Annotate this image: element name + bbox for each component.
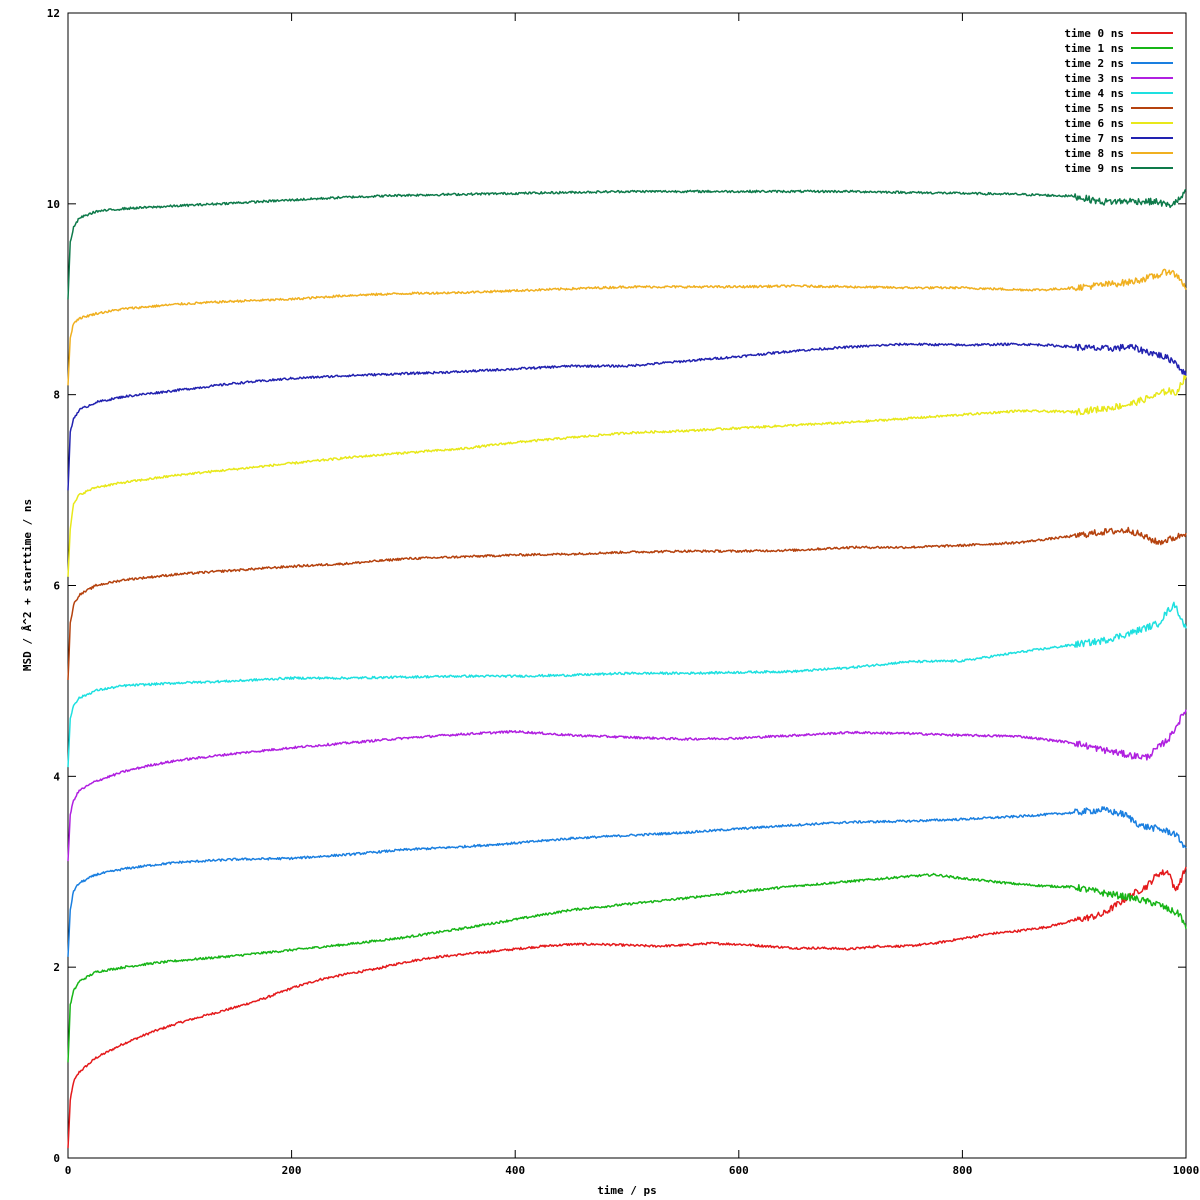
series-line-8 — [67, 268, 1187, 386]
y-axis-label: MSD / Å^2 + starttime / ns — [21, 499, 34, 671]
legend-label: time 9 ns — [1064, 162, 1124, 175]
y-tick-label: 0 — [53, 1152, 60, 1165]
legend-label: time 3 ns — [1064, 72, 1124, 85]
x-tick-label: 0 — [65, 1164, 72, 1177]
x-tick-label: 1000 — [1173, 1164, 1200, 1177]
series-line-2 — [67, 806, 1187, 957]
x-tick-label: 600 — [729, 1164, 749, 1177]
legend-label: time 7 ns — [1064, 132, 1124, 145]
x-tick-label: 200 — [282, 1164, 302, 1177]
tick-labels: 0 200 400 600 800 1000 0 2 4 6 8 10 12 — [47, 7, 1200, 1177]
series-line-3 — [67, 709, 1187, 862]
axis-ticks — [67, 12, 1187, 1159]
legend-label: time 6 ns — [1064, 117, 1124, 130]
y-tick-label: 10 — [47, 198, 60, 211]
series-line-6 — [67, 374, 1187, 577]
legend-label: time 8 ns — [1064, 147, 1124, 160]
legend: time 0 ns time 1 ns time 2 ns time 3 ns time… — [1064, 27, 1173, 175]
legend-label: time 4 ns — [1064, 87, 1124, 100]
series-line-9 — [67, 188, 1187, 300]
series-lines — [67, 188, 1187, 1149]
y-tick-label: 4 — [53, 770, 60, 783]
y-tick-label: 8 — [53, 389, 60, 402]
legend-label: time 1 ns — [1064, 42, 1124, 55]
legend-label: time 5 ns — [1064, 102, 1124, 115]
series-line-0 — [67, 866, 1187, 1149]
x-axis-label: time / ps — [597, 1184, 657, 1197]
y-tick-label: 2 — [53, 961, 60, 974]
legend-label: time 2 ns — [1064, 57, 1124, 70]
x-tick-label: 400 — [505, 1164, 525, 1177]
series-line-5 — [67, 526, 1187, 681]
series-line-4 — [67, 601, 1187, 768]
y-tick-label: 6 — [53, 580, 60, 593]
series-line-1 — [67, 872, 1187, 1063]
series-line-7 — [67, 342, 1187, 491]
y-tick-label: 12 — [47, 7, 60, 20]
x-tick-label: 800 — [952, 1164, 972, 1177]
plot-frame — [67, 12, 1187, 1159]
legend-label: time 0 ns — [1064, 27, 1124, 40]
